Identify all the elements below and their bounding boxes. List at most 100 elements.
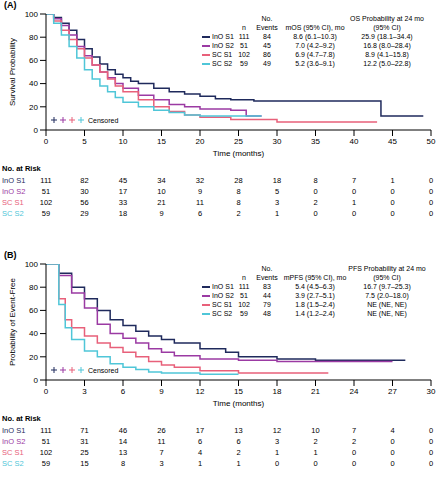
html-text:10: 10 bbox=[157, 187, 166, 196]
html-text:32: 32 bbox=[195, 176, 205, 185]
html-text:No. Events: No. Events bbox=[256, 15, 278, 31]
html-text:56: 56 bbox=[80, 198, 89, 207]
html-text:No. at Risk: No. at Risk bbox=[2, 414, 41, 423]
html-text:18: 18 bbox=[118, 209, 128, 218]
html-text:OS Probability at 24 mo (95% C: OS Probability at 24 mo (95% CI) bbox=[350, 15, 424, 31]
svg-text:100: 100 bbox=[25, 260, 39, 269]
svg-text:25: 25 bbox=[234, 137, 243, 146]
html-text:14: 14 bbox=[118, 437, 128, 446]
html-text:82: 82 bbox=[80, 176, 89, 185]
svg-text:0: 0 bbox=[44, 137, 49, 146]
svg-text:35: 35 bbox=[311, 137, 320, 146]
html-text:InO S2: InO S2 bbox=[2, 437, 26, 446]
html-text:13: 13 bbox=[118, 448, 128, 457]
html-text:SC S1: SC S1 bbox=[2, 448, 24, 457]
svg-text:20: 20 bbox=[196, 137, 205, 146]
svg-text:0: 0 bbox=[44, 387, 49, 396]
svg-text:6: 6 bbox=[121, 387, 126, 396]
html-text:No. Events: No. Events bbox=[256, 265, 278, 281]
html-text:33: 33 bbox=[118, 198, 128, 207]
html-text:26: 26 bbox=[157, 426, 166, 435]
html-text:102: 102 bbox=[39, 448, 53, 457]
html-text:Censored: Censored bbox=[88, 116, 119, 124]
svg-text:20: 20 bbox=[29, 353, 38, 362]
svg-text:3: 3 bbox=[82, 387, 87, 396]
html-text:34: 34 bbox=[157, 176, 166, 185]
html-text:13: 13 bbox=[234, 426, 243, 435]
html-text:45: 45 bbox=[118, 176, 128, 185]
html-text:InO S1: InO S1 bbox=[2, 176, 26, 185]
html-text:No. at Risk: No. at Risk bbox=[2, 164, 41, 173]
svg-text:45: 45 bbox=[388, 137, 397, 146]
html-text:59: 59 bbox=[41, 459, 51, 468]
html-text:SC S1: SC S1 bbox=[2, 198, 24, 207]
html-text:25: 25 bbox=[80, 448, 89, 457]
svg-text:60: 60 bbox=[29, 56, 38, 65]
html-text:11: 11 bbox=[157, 437, 166, 446]
html-text:SC S2: SC S2 bbox=[2, 459, 24, 468]
svg-text:27: 27 bbox=[388, 387, 397, 396]
svg-text:15: 15 bbox=[234, 387, 243, 396]
html-text:InO S2: InO S2 bbox=[212, 42, 234, 49]
svg-text:40: 40 bbox=[350, 137, 359, 146]
svg-text:12: 12 bbox=[196, 387, 205, 396]
svg-text:24: 24 bbox=[350, 387, 359, 396]
html-text:28: 28 bbox=[234, 176, 243, 185]
html-text:31: 31 bbox=[80, 437, 89, 446]
html-text:111: 111 bbox=[40, 426, 52, 435]
html-text:111: 111 bbox=[238, 33, 250, 40]
html-text:51: 51 bbox=[41, 187, 51, 196]
html-text:84: 84 bbox=[263, 33, 271, 40]
html-text:21: 21 bbox=[157, 198, 166, 207]
svg-text:0: 0 bbox=[34, 126, 39, 135]
html-text:71: 71 bbox=[80, 426, 89, 435]
svg-text:30: 30 bbox=[427, 387, 435, 396]
html-text:46: 46 bbox=[118, 426, 128, 435]
html-text:InO S1: InO S1 bbox=[2, 426, 26, 435]
html-text:11: 11 bbox=[196, 198, 204, 207]
svg-text:0: 0 bbox=[34, 376, 39, 385]
html-text:12: 12 bbox=[272, 426, 282, 435]
html-text:15: 15 bbox=[80, 459, 89, 468]
svg-text:80: 80 bbox=[29, 33, 38, 42]
svg-text:15: 15 bbox=[157, 137, 166, 146]
html-text:111: 111 bbox=[40, 176, 52, 185]
html-text:InO S2: InO S2 bbox=[2, 187, 26, 196]
html-text:SC S2: SC S2 bbox=[2, 209, 24, 218]
html-text:17: 17 bbox=[118, 187, 128, 196]
svg-text:9: 9 bbox=[159, 387, 164, 396]
svg-text:Probability of Event-Free: Probability of Event-Free bbox=[8, 277, 17, 366]
svg-text:60: 60 bbox=[29, 306, 38, 315]
html-text:59: 59 bbox=[41, 209, 51, 218]
html-text:PFS Probability at 24 mo (95%: PFS Probability at 24 mo (95% CI) bbox=[348, 265, 426, 281]
html-text:25.9 (18.1–34.4): 25.9 (18.1–34.4) bbox=[361, 33, 413, 40]
svg-text:Time (months): Time (months) bbox=[213, 399, 265, 408]
svg-text:40: 40 bbox=[29, 329, 38, 338]
html-text:17: 17 bbox=[195, 426, 205, 435]
svg-text:18: 18 bbox=[273, 387, 282, 396]
html-text:Censored: Censored bbox=[88, 366, 119, 374]
svg-text:20: 20 bbox=[29, 103, 38, 112]
svg-text:5: 5 bbox=[82, 137, 87, 146]
html-text:51: 51 bbox=[240, 42, 248, 49]
svg-text:10: 10 bbox=[119, 137, 128, 146]
svg-text:21: 21 bbox=[311, 387, 320, 396]
html-text:10: 10 bbox=[311, 426, 320, 435]
html-text:InO S1: InO S1 bbox=[212, 33, 234, 40]
html-text:mOS (95% CI), mo: mOS (95% CI), mo bbox=[285, 24, 345, 31]
html-text:(A): (A) bbox=[4, 0, 17, 10]
html-text:(B): (B) bbox=[4, 250, 17, 260]
html-text:18: 18 bbox=[272, 176, 282, 185]
svg-text:40: 40 bbox=[29, 79, 38, 88]
svg-text:80: 80 bbox=[29, 283, 38, 292]
html-text:51: 51 bbox=[41, 437, 51, 446]
svg-text:100: 100 bbox=[25, 10, 39, 19]
html-text:29: 29 bbox=[80, 209, 89, 218]
html-text:102: 102 bbox=[39, 198, 53, 207]
html-text:30: 30 bbox=[80, 187, 89, 196]
svg-text:30: 30 bbox=[273, 137, 282, 146]
html-text:8.6 (6.1–10.3): 8.6 (6.1–10.3) bbox=[293, 33, 337, 40]
svg-text:Survival Probability: Survival Probability bbox=[8, 38, 17, 106]
svg-text:Time (months): Time (months) bbox=[213, 149, 265, 158]
svg-text:50: 50 bbox=[427, 137, 435, 146]
